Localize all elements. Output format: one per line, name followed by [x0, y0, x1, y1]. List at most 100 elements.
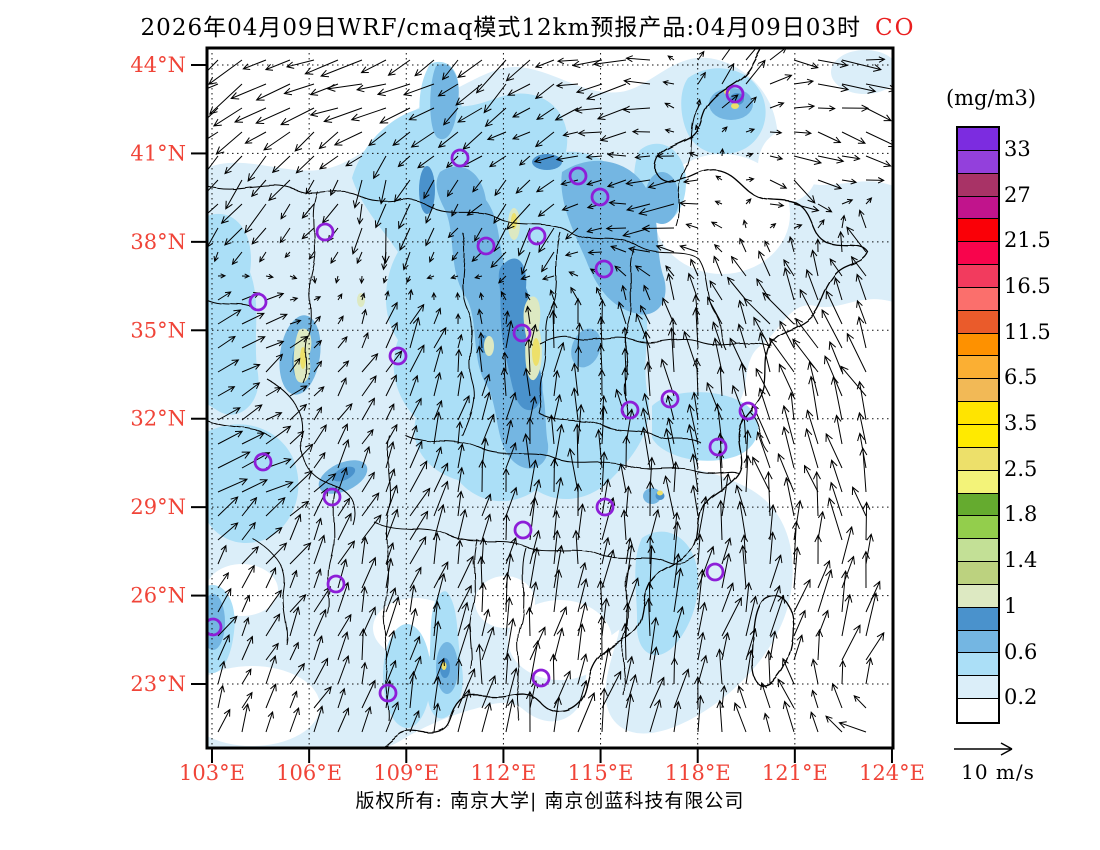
wind-arrow — [451, 203, 459, 217]
wind-arrow — [857, 411, 867, 445]
wind-arrow — [417, 155, 435, 169]
wind-arrow — [241, 594, 251, 613]
wind-arrow — [793, 609, 806, 637]
co-shade-white — [508, 600, 612, 680]
wind-arrow — [567, 447, 579, 493]
wind-arrow — [289, 274, 298, 280]
longitude-label: 118°E — [665, 761, 731, 785]
wind-arrow — [577, 691, 596, 733]
wind-arrow — [561, 203, 579, 211]
wind-arrow — [721, 552, 732, 589]
wind-arrow — [573, 423, 582, 469]
co-shade-white — [654, 154, 790, 274]
wind-arrow — [507, 83, 531, 96]
wind-arrow — [241, 382, 261, 397]
wind-arrow — [522, 432, 531, 469]
city-marker — [378, 683, 398, 703]
wind-arrow — [859, 446, 868, 493]
co-shade-white — [755, 345, 893, 471]
wind-arrow — [241, 521, 256, 541]
wind-arrow — [321, 203, 339, 224]
wind-arrow — [529, 529, 541, 565]
wind-arrow — [525, 690, 534, 733]
wind-arrow — [695, 533, 704, 565]
wind-arrow — [817, 568, 833, 613]
wind-arrow — [744, 581, 752, 613]
wind-arrow — [359, 627, 367, 661]
wind-arrow — [504, 310, 510, 325]
wind-arrow — [525, 305, 532, 325]
wind-arrow — [649, 698, 662, 733]
colorbar-swatch — [958, 470, 998, 494]
wind-arrow — [374, 203, 387, 229]
wind-arrow — [672, 629, 681, 661]
wind-arrow — [289, 470, 313, 493]
wind-arrow — [311, 275, 317, 285]
wind-arrow — [678, 200, 699, 207]
wind-arrow — [506, 203, 531, 231]
boundary-layer — [207, 48, 869, 748]
wind-arrow — [433, 411, 442, 445]
wind-arrow — [769, 202, 785, 208]
wind-arrow — [745, 595, 758, 637]
wind-arrow — [614, 265, 627, 277]
wind-arrow — [577, 129, 603, 137]
city-marker — [248, 292, 268, 312]
wind-arrow — [768, 531, 777, 565]
wind-arrow — [529, 395, 537, 421]
wind-arrow — [265, 566, 277, 589]
wind-arrow — [409, 397, 422, 421]
wind-arrow — [817, 155, 845, 164]
wind-arrow — [841, 83, 877, 94]
colorbar-swatch — [958, 219, 998, 243]
wind-arrow — [217, 273, 227, 279]
wind-arrow — [512, 107, 531, 118]
coastline — [380, 48, 869, 748]
wind-arrow — [707, 296, 723, 325]
province-boundary — [516, 547, 527, 721]
wind-arrow — [553, 627, 565, 661]
wind-arrow — [769, 74, 793, 85]
wind-arrow — [711, 321, 723, 349]
wind-arrow — [666, 417, 675, 445]
wind-arrow — [697, 50, 705, 61]
wind-arrow — [409, 316, 421, 349]
wind-arrow — [406, 275, 412, 284]
wind-arrow — [385, 701, 399, 733]
city-marker — [620, 400, 640, 420]
wind-arrow — [313, 635, 324, 661]
wind-arrow — [477, 555, 486, 589]
wind-arrow — [525, 292, 531, 301]
wind-arrow — [743, 297, 771, 325]
wind-arrow — [810, 249, 819, 277]
colorbar-swatch — [958, 356, 998, 380]
wind-arrow — [599, 405, 608, 445]
wind-arrow — [313, 608, 327, 637]
wind-arrow — [817, 510, 826, 541]
wind-arrow — [621, 347, 629, 373]
wind-arrow — [289, 706, 300, 733]
wind-arrow — [795, 317, 819, 349]
wind-arrow — [334, 275, 340, 284]
wind-arrow — [265, 292, 285, 301]
province-boundary — [749, 411, 769, 453]
wind-arrow — [455, 83, 483, 106]
wind-arrow — [769, 554, 783, 589]
province-boundary — [207, 419, 271, 437]
wind-arrow — [865, 177, 885, 184]
wind-arrow — [553, 696, 562, 733]
wind-arrow — [457, 370, 465, 397]
wind-arrow — [503, 571, 512, 613]
wind-arrow — [313, 315, 321, 325]
wind-scale-label: 10 m/s — [961, 760, 1035, 784]
wind-arrow — [739, 237, 747, 253]
wind-arrow — [808, 375, 819, 421]
city-marker — [322, 487, 342, 507]
wind-arrow — [664, 102, 675, 109]
wind-arrow — [323, 107, 363, 123]
wind-arrow — [505, 698, 516, 733]
wind-arrow — [825, 290, 843, 325]
wind-arrow — [409, 635, 421, 661]
wind-arrow — [359, 275, 365, 285]
wind-arrow — [360, 585, 368, 613]
